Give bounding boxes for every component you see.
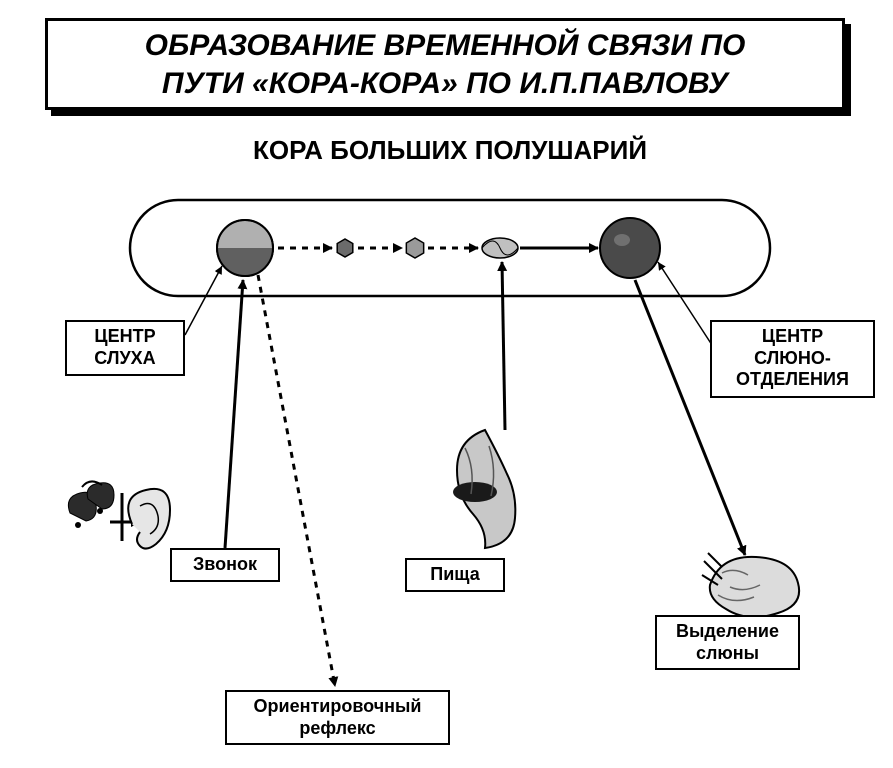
diagram-subtitle: КОРА БОЛЬШИХ ПОЛУШАРИЙ xyxy=(220,135,680,166)
label-food: Пища xyxy=(405,558,505,592)
label-saliva-center: ЦЕНТР СЛЮНО- ОТДЕЛЕНИЯ xyxy=(710,320,875,398)
label-saliva-output: Выделение слюны xyxy=(655,615,800,670)
label-hearing-center: ЦЕНТР СЛУХА xyxy=(65,320,185,376)
label-hearing-line1: ЦЕНТР xyxy=(73,326,177,348)
label-hearing-line2: СЛУХА xyxy=(73,348,177,370)
label-saliva-line2: СЛЮНО- xyxy=(718,348,867,370)
diagram-title: ОБРАЗОВАНИЕ ВРЕМЕННОЙ СВЯЗИ ПО ПУТИ «КОР… xyxy=(45,18,845,110)
label-bell: Звонок xyxy=(170,548,280,582)
label-saliva-line3: ОТДЕЛЕНИЯ xyxy=(718,369,867,391)
label-saliva-line1: ЦЕНТР xyxy=(718,326,867,348)
label-salivaout-line1: Выделение xyxy=(663,621,792,643)
title-line2: ПУТИ «КОРА-КОРА» ПО И.П.ПАВЛОВУ xyxy=(58,65,832,103)
diagram-canvas: ОБРАЗОВАНИЕ ВРЕМЕННОЙ СВЯЗИ ПО ПУТИ «КОР… xyxy=(0,0,893,768)
label-orient-line1: Ориентировочный xyxy=(233,696,442,718)
label-salivaout-line2: слюны xyxy=(663,643,792,665)
label-orient-reflex: Ориентировочный рефлекс xyxy=(225,690,450,745)
label-orient-line2: рефлекс xyxy=(233,718,442,740)
title-line1: ОБРАЗОВАНИЕ ВРЕМЕННОЙ СВЯЗИ ПО xyxy=(58,27,832,65)
